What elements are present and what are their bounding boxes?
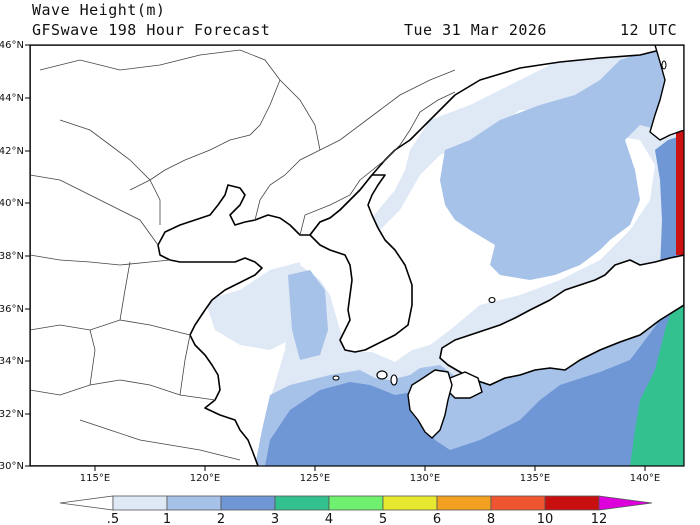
lat-label-30: 30°N	[0, 461, 24, 472]
lat-label-36: 36°N	[0, 304, 24, 315]
colorbar-label-2: 2	[217, 512, 225, 525]
wave-band-0.5-1m-yellow-sea	[205, 262, 300, 350]
wave-band-3-4m	[630, 290, 684, 466]
lon-label-115: 115°E	[80, 473, 110, 484]
colorbar-swatch-2	[220, 495, 276, 511]
lat-label-44: 44°N	[0, 93, 24, 104]
valid-date: Tue 31 Mar 2026	[404, 21, 547, 39]
lon-label-135: 135°E	[520, 473, 550, 484]
political-borders	[30, 49, 456, 461]
lat-label-34: 34°N	[0, 356, 24, 367]
colorbar	[59, 495, 653, 511]
colorbar-swatch-6	[436, 495, 492, 511]
colorbar-swatch-5	[382, 495, 438, 511]
island-oki	[488, 296, 496, 304]
colorbar-arrow-low	[59, 495, 114, 511]
colorbar-label-12: 12	[591, 512, 608, 525]
valid-time: 12 UTC	[620, 21, 678, 39]
island-jeju	[376, 370, 388, 380]
colorbar-swatch-3	[274, 495, 330, 511]
lat-label-38: 38°N	[0, 251, 24, 262]
model-forecast-label: GFSwave 198 Hour Forecast	[32, 21, 271, 39]
wave-band-2-3m	[265, 300, 684, 466]
land-hokkaido	[649, 45, 684, 141]
colorbar-label-8: 8	[487, 512, 495, 525]
lat-label-40: 40°N	[0, 198, 24, 209]
lon-label-130: 130°E	[410, 473, 440, 484]
colorbar-label-0.5: .5	[107, 512, 119, 525]
lon-label-140: 140°E	[630, 473, 660, 484]
colorbar-swatch-10	[544, 495, 600, 511]
colorbar-arrow-high	[598, 495, 653, 511]
colorbar-swatch-0.5	[112, 495, 168, 511]
wave-band-boundary-strip-red	[676, 125, 684, 255]
wave-band-1-2m-sea-of-japan	[440, 48, 684, 280]
lon-label-120: 120°E	[190, 473, 220, 484]
lat-label-46: 46°N	[0, 40, 24, 51]
colorbar-swatch-4	[328, 495, 384, 511]
colorbar-label-1: 1	[163, 512, 171, 525]
map-area	[30, 45, 684, 466]
island-tsushima	[390, 374, 398, 386]
island-rishiri	[661, 60, 667, 70]
map-title: Wave Height(m)	[32, 1, 166, 19]
lat-label-42: 42°N	[0, 146, 24, 157]
colorbar-swatch-1	[166, 495, 222, 511]
colorbar-label-5: 5	[379, 512, 387, 525]
lat-label-32: 32°N	[0, 409, 24, 420]
lon-label-125: 125°E	[300, 473, 330, 484]
land-honshu	[439, 254, 684, 386]
land-mainland-asia	[30, 45, 684, 466]
wave-band-1-2m-yellow-sea	[288, 270, 328, 360]
island-small	[332, 375, 340, 381]
land-kyushu	[407, 369, 453, 439]
land-korean-peninsula	[309, 174, 413, 353]
colorbar-label-6: 6	[433, 512, 441, 525]
axis-ticks	[25, 44, 646, 471]
colorbar-label-4: 4	[325, 512, 333, 525]
colorbar-swatch-8	[490, 495, 546, 511]
colorbar-label-10: 10	[537, 512, 554, 525]
colorbar-label-3: 3	[271, 512, 279, 525]
